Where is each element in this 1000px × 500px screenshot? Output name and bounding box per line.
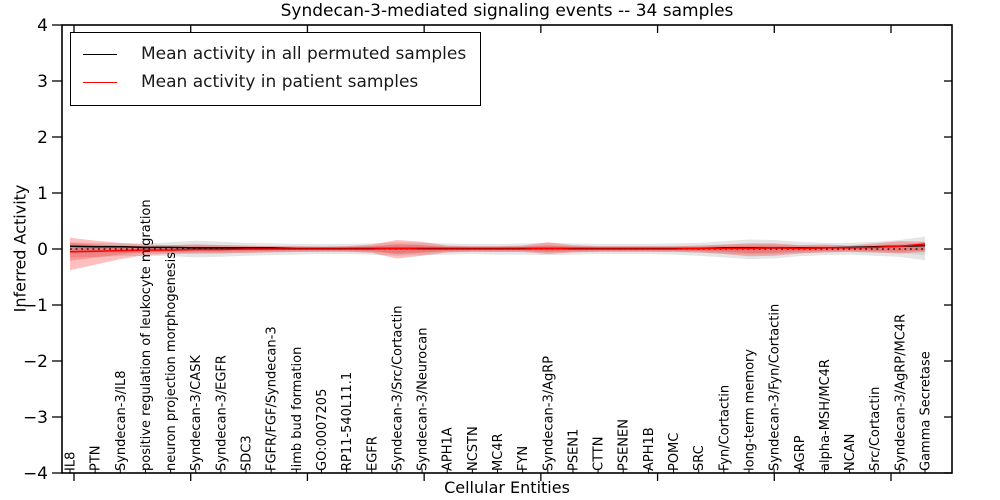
y-tick-labels: 4 3 2 1 0 −1 −2 −3 −4 <box>23 16 48 484</box>
x-tick-label: Syndecan-3/CASK <box>189 355 204 471</box>
x-tick-label: APH1A <box>441 427 456 471</box>
legend-entry: Mean activity in all permuted samples <box>83 40 466 68</box>
x-tick-label: FYN <box>516 446 531 471</box>
x-tick-label: PTN <box>89 445 104 471</box>
x-tick-label: Syndecan-3/AgRP/MC4R <box>893 314 908 471</box>
x-tick-label: PSEN1 <box>566 429 581 471</box>
x-tick-label: APH1B <box>642 427 657 471</box>
chart-title: Syndecan-3-mediated signaling events -- … <box>280 1 734 21</box>
x-ticks <box>69 468 926 473</box>
y-tick-label: −1 <box>23 296 48 316</box>
x-tick-label: Syndecan-3/Src/Cortactin <box>390 305 405 471</box>
x-tick-label: PSENEN <box>617 419 632 471</box>
patient-mean-line <box>69 243 926 253</box>
x-axis-label: Cellular Entities <box>444 478 570 497</box>
x-tick-label: Syndecan-3/Neurocan <box>416 328 431 471</box>
y-tick-label: −4 <box>23 464 48 484</box>
legend: Mean activity in all permuted samples Me… <box>70 32 482 106</box>
x-tick-label: Syndecan-3/Fyn/Cortactin <box>768 304 783 471</box>
x-tick-label: Fyn/Cortactin <box>717 385 732 471</box>
legend-entry: Mean activity in patient samples <box>83 68 466 96</box>
legend-line-sample-red <box>83 81 117 83</box>
y-tick-label: 1 <box>37 184 48 204</box>
x-tick-label: Gamma Secretase <box>919 351 934 471</box>
y-tick-label: 2 <box>37 128 48 148</box>
y-tick-label: −2 <box>23 352 48 372</box>
patient-samples-envelope <box>70 237 925 271</box>
x-tick-label: long-term memory <box>742 349 757 471</box>
legend-line-sample-black <box>83 53 117 55</box>
y-tick-label: −3 <box>23 408 48 428</box>
x-tick-label: NCSTN <box>466 426 481 471</box>
x-tick-label: EGFR <box>365 436 380 471</box>
x-tick-label: Syndecan-3/EGFR <box>214 355 229 471</box>
x-tick-label: CTTN <box>592 437 607 471</box>
major-x-ticks <box>73 25 892 481</box>
y-tick-label: 3 <box>37 72 48 92</box>
x-tick-label: Syndecan-3/IL8 <box>114 371 129 471</box>
x-tick-label: SRC <box>692 445 707 471</box>
legend-entry-label: Mean activity in patient samples <box>141 72 419 92</box>
x-tick-label: neuron projection morphogenesis <box>164 252 179 471</box>
x-tick-label: limb bud formation <box>290 347 305 471</box>
y-tick-label: 4 <box>37 16 48 36</box>
y-tick-label: 0 <box>37 240 48 260</box>
x-tick-label: Syndecan-3/AgRP <box>541 356 556 471</box>
x-tick-label: alpha-MSH/MC4R <box>818 359 833 471</box>
y-ticks <box>52 24 952 474</box>
x-tick-label: SDC3 <box>240 435 255 471</box>
x-tick-label: positive regulation of leukocyte migrati… <box>139 199 154 471</box>
legend-entry-label: Mean activity in all permuted samples <box>141 44 467 64</box>
x-tick-label: IL8 <box>64 452 79 471</box>
x-tick-label: FGFR/FGF/Syndecan-3 <box>265 326 280 471</box>
x-tick-labels: IL8 PTN Syndecan-3/IL8 positive regulation … <box>64 199 934 471</box>
x-tick-label: MC4R <box>491 433 506 471</box>
x-tick-label: Src/Cortactin <box>868 387 883 471</box>
x-tick-label: RP11-540L11.1 <box>340 372 355 471</box>
x-tick-label: AGRP <box>793 435 808 471</box>
x-tick-label: NCAN <box>843 434 858 471</box>
x-tick-label: POMC <box>667 433 682 471</box>
x-tick-label: GO:0007205 <box>315 389 330 471</box>
